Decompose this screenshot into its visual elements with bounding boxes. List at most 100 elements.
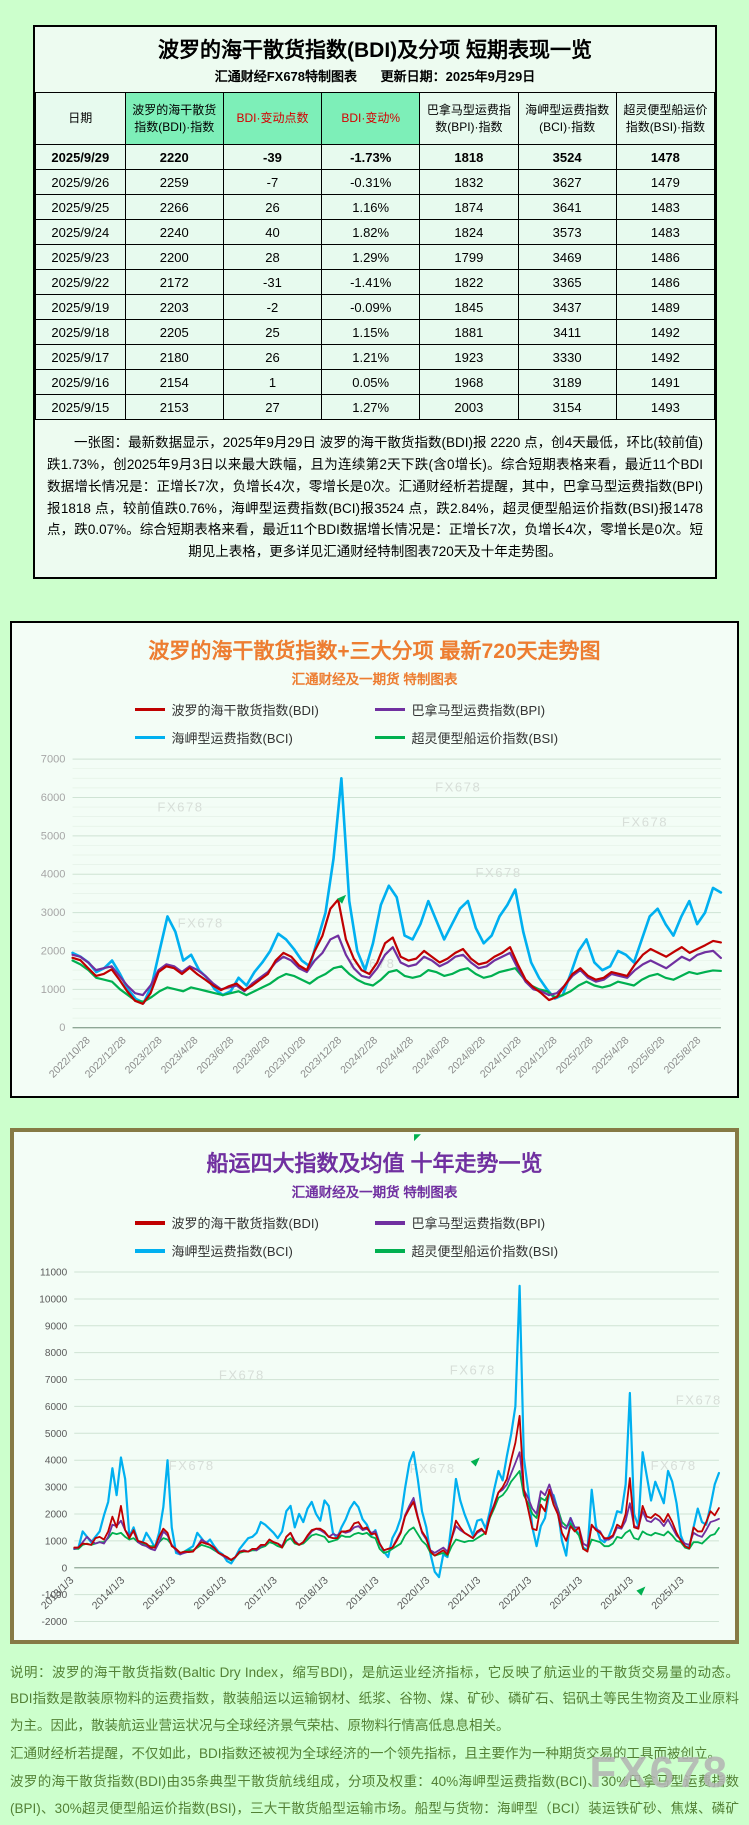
svg-text:7000: 7000 bbox=[45, 1376, 68, 1387]
cell: 3365 bbox=[517, 269, 617, 295]
svg-text:5000: 5000 bbox=[45, 1429, 68, 1440]
table-row: 2025/9/19 2203 -2 -0.09% 1845 3437 1489 bbox=[35, 294, 716, 320]
cell: 2180 bbox=[124, 344, 224, 370]
cell: 2025/9/23 bbox=[35, 244, 126, 270]
summary-note: 一张图：最新数据显示，2025年9月29日 波罗的海干散货指数(BDI)报 22… bbox=[47, 435, 703, 560]
cell: 2025/9/25 bbox=[35, 194, 126, 220]
chart1-subtitle: 汇通财经及一期货 特制图表 bbox=[291, 672, 458, 688]
cell: 2240 bbox=[124, 219, 224, 245]
bdi-table-section: 波罗的海干散货指数(BDI)及分项 短期表现一览 汇通财经FX678特制图表 更… bbox=[33, 25, 717, 580]
table-row: 2025/9/24 2240 40 1.82% 1824 3573 1483 bbox=[35, 219, 716, 245]
cell: 0.05% bbox=[321, 369, 421, 395]
cell: 26 bbox=[222, 344, 323, 370]
svg-text:FX678: FX678 bbox=[475, 865, 521, 880]
svg-text:6000: 6000 bbox=[41, 792, 66, 804]
cell: 1.82% bbox=[321, 219, 421, 245]
cell: 3641 bbox=[517, 194, 617, 220]
legend-item: 巴拿马型运费指数(BPI) bbox=[374, 700, 615, 719]
col-header: 超灵便型船运价指数(BSI)·指数 bbox=[615, 92, 716, 145]
svg-text:3000: 3000 bbox=[45, 1483, 68, 1494]
legend-item: 巴拿马型运费指数(BPI) bbox=[374, 1213, 615, 1232]
svg-text:FX678: FX678 bbox=[651, 1458, 697, 1473]
cell: 1493 bbox=[615, 394, 716, 420]
svg-text:4000: 4000 bbox=[45, 1456, 68, 1467]
cell: 2025/9/22 bbox=[35, 269, 126, 295]
cell: -2 bbox=[222, 294, 323, 320]
svg-text:FX678: FX678 bbox=[219, 1368, 265, 1383]
legend-item: 波罗的海干散货指数(BDI) bbox=[134, 700, 375, 719]
cell: 2025/9/15 bbox=[35, 394, 126, 420]
cell: 3627 bbox=[517, 169, 617, 195]
legend-swatch-icon bbox=[134, 1249, 165, 1253]
table-row: 2025/9/22 2172 -31 -1.41% 1822 3365 1486 bbox=[35, 269, 716, 295]
svg-text:2024/4/28: 2024/4/28 bbox=[374, 1035, 416, 1077]
legend-item: 海岬型运费指数(BCI) bbox=[134, 1241, 375, 1260]
cell: 2153 bbox=[124, 394, 224, 420]
cell: 2220 bbox=[124, 144, 224, 170]
cell: 3411 bbox=[517, 319, 617, 345]
cell: 3524 bbox=[517, 144, 617, 170]
cell: 27 bbox=[222, 394, 323, 420]
chart2-legend: 波罗的海干散货指数(BDI) 巴拿马型运费指数(BPI) 海岬型运费指数(BCI) 超… bbox=[134, 1213, 615, 1260]
svg-text:2025/1/3: 2025/1/3 bbox=[649, 1575, 687, 1613]
cell: 2203 bbox=[124, 294, 224, 320]
cell: 1874 bbox=[419, 194, 519, 220]
svg-text:2025/8/28: 2025/8/28 bbox=[662, 1035, 704, 1077]
legend-swatch-icon bbox=[374, 1221, 405, 1225]
svg-text:0: 0 bbox=[59, 1022, 65, 1034]
cell: 2025/9/24 bbox=[35, 219, 126, 245]
footnote-p2: 汇通财经析若提醒，不仅如此，BDI指数还被视为全球经济的一个领先指标，且主要作为… bbox=[10, 1745, 722, 1761]
legend-label: 巴拿马型运费指数(BPI) bbox=[411, 703, 546, 719]
legend-swatch-icon bbox=[134, 1221, 165, 1225]
svg-text:2023/6/28: 2023/6/28 bbox=[195, 1035, 237, 1077]
cell: 1.16% bbox=[321, 194, 421, 220]
chart1-title: 波罗的海干散货指数+三大分项 最新720天走势图 bbox=[148, 640, 601, 664]
legend-label: 巴拿马型运费指数(BPI) bbox=[411, 1216, 546, 1232]
svg-text:2016/1/3: 2016/1/3 bbox=[192, 1575, 230, 1613]
cell: 1491 bbox=[615, 369, 716, 395]
svg-text:FX678: FX678 bbox=[622, 815, 668, 830]
cell: 1486 bbox=[615, 244, 716, 270]
cell: 28 bbox=[222, 244, 323, 270]
col-header: 日期 bbox=[35, 92, 126, 145]
legend-swatch-icon bbox=[134, 735, 165, 740]
table-row: 2025/9/17 2180 26 1.21% 1923 3330 1492 bbox=[35, 344, 716, 370]
cell: 1489 bbox=[615, 294, 716, 320]
col-header: 波罗的海干散货指数(BDI)·指数 bbox=[124, 92, 224, 145]
svg-text:2015/1/3: 2015/1/3 bbox=[141, 1575, 179, 1613]
svg-text:2025/4/28: 2025/4/28 bbox=[590, 1035, 632, 1077]
cell: 3189 bbox=[517, 369, 617, 395]
cell: -0.31% bbox=[321, 169, 421, 195]
col-header: BDI·变动点数 bbox=[222, 92, 323, 145]
cell: 2205 bbox=[124, 319, 224, 345]
svg-text:FX678: FX678 bbox=[435, 780, 481, 795]
svg-text:3000: 3000 bbox=[41, 907, 66, 919]
legend-label: 海岬型运费指数(BCI) bbox=[171, 1244, 293, 1260]
table-source: 汇通财经FX678特制图表 bbox=[214, 69, 358, 84]
legend-swatch-icon bbox=[134, 707, 165, 712]
table-row: 2025/9/25 2266 26 1.16% 1874 3641 1483 bbox=[35, 194, 716, 220]
svg-text:2000: 2000 bbox=[45, 1510, 68, 1521]
legend-swatch-icon bbox=[374, 735, 405, 740]
cell: 2025/9/17 bbox=[35, 344, 126, 370]
cell: 2154 bbox=[124, 369, 224, 395]
svg-text:2024/6/28: 2024/6/28 bbox=[410, 1035, 452, 1077]
legend-item: 波罗的海干散货指数(BDI) bbox=[134, 1213, 375, 1232]
chart2-subtitle: 汇通财经及一期货 特制图表 bbox=[291, 1185, 458, 1201]
svg-text:2014/1/3: 2014/1/3 bbox=[90, 1575, 128, 1613]
table-body: 2025/9/29 2220 -39 -1.73% 1818 3524 1478 2025/9… bbox=[35, 144, 716, 420]
svg-text:4000: 4000 bbox=[41, 869, 66, 881]
cell: 3573 bbox=[517, 219, 617, 245]
col-header: 海岬型运费指数(BCI)·指数 bbox=[517, 92, 617, 145]
cell: 1 bbox=[222, 369, 323, 395]
cell: 2200 bbox=[124, 244, 224, 270]
cell: 25 bbox=[222, 319, 323, 345]
chart2-plot: -2000 -1000 0 1000 2000 3000 4000 5000 6000 7000 8… bbox=[39, 1268, 720, 1628]
cell: 1486 bbox=[615, 269, 716, 295]
cell: -39 bbox=[222, 144, 323, 170]
svg-text:7000: 7000 bbox=[41, 754, 66, 766]
legend-item: 海岬型运费指数(BCI) bbox=[134, 728, 375, 747]
cell: -7 bbox=[222, 169, 323, 195]
svg-text:2000: 2000 bbox=[41, 946, 66, 958]
